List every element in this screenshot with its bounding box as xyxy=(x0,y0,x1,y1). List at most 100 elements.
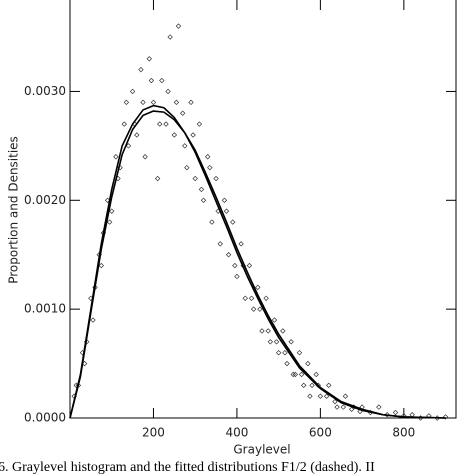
point xyxy=(255,284,261,291)
point xyxy=(188,99,194,106)
x-tick-label: 400 xyxy=(225,426,248,440)
point xyxy=(305,360,311,367)
point xyxy=(159,77,165,84)
point xyxy=(221,197,228,203)
caption: 6. Graylevel histogram and the fitted di… xyxy=(0,460,375,475)
point xyxy=(317,393,324,399)
point xyxy=(129,88,136,95)
point xyxy=(134,132,140,138)
point xyxy=(288,339,294,345)
point xyxy=(163,121,169,127)
point xyxy=(90,317,96,323)
point xyxy=(284,360,290,367)
point xyxy=(198,186,205,193)
y-tick-label: 0.0000 xyxy=(24,411,66,425)
point xyxy=(230,219,236,225)
fitted-curve xyxy=(69,104,446,419)
point xyxy=(342,393,349,399)
point xyxy=(148,77,155,84)
x-tick-label: 200 xyxy=(142,426,165,440)
fitted-curve xyxy=(69,110,446,419)
point xyxy=(146,56,152,62)
point xyxy=(246,262,253,269)
point xyxy=(280,328,286,334)
point xyxy=(250,306,257,312)
point xyxy=(238,241,244,247)
point xyxy=(142,154,148,160)
point xyxy=(196,121,203,127)
y-tick-label: 0.0020 xyxy=(24,193,66,207)
point xyxy=(173,99,180,106)
point xyxy=(171,132,178,138)
x-axis-label: Graylevel xyxy=(233,443,290,457)
point xyxy=(209,219,215,225)
point xyxy=(263,295,269,301)
point xyxy=(442,414,449,420)
point xyxy=(223,208,230,214)
point xyxy=(313,371,319,378)
point xyxy=(225,252,232,258)
y-axis-label: Proportion and Densities xyxy=(7,136,21,284)
point xyxy=(213,175,219,182)
point xyxy=(113,154,119,160)
point xyxy=(234,273,240,280)
point xyxy=(217,241,223,247)
point xyxy=(207,164,213,171)
point xyxy=(409,412,415,418)
point xyxy=(167,34,173,40)
point xyxy=(154,175,161,182)
point xyxy=(190,132,196,138)
point xyxy=(376,404,382,410)
point xyxy=(179,110,186,116)
point xyxy=(323,393,330,399)
point xyxy=(290,371,296,378)
point xyxy=(334,404,340,410)
point xyxy=(165,88,171,95)
point xyxy=(182,143,188,149)
point xyxy=(348,406,355,412)
point xyxy=(267,339,273,345)
point xyxy=(392,409,399,416)
x-tick-label: 800 xyxy=(392,426,415,440)
point xyxy=(242,295,248,301)
point xyxy=(275,349,282,356)
point xyxy=(200,197,207,203)
point xyxy=(259,328,265,334)
point xyxy=(150,99,157,106)
point xyxy=(98,262,104,269)
point xyxy=(298,371,305,378)
point xyxy=(248,295,255,301)
x-tick-label: 600 xyxy=(309,426,332,440)
point xyxy=(309,382,315,389)
point xyxy=(106,219,113,225)
y-tick-label: 0.0030 xyxy=(24,84,66,98)
point xyxy=(109,208,115,214)
y-tick-label: 0.0010 xyxy=(24,302,66,316)
point xyxy=(273,339,280,345)
point xyxy=(300,382,307,389)
point xyxy=(175,23,182,29)
axis-frame xyxy=(69,0,457,419)
point xyxy=(384,412,390,418)
point xyxy=(123,99,130,106)
point xyxy=(140,99,146,106)
point xyxy=(192,175,198,182)
point xyxy=(205,154,211,160)
point xyxy=(138,66,144,73)
point xyxy=(271,317,278,323)
point xyxy=(296,349,303,356)
point xyxy=(157,121,163,127)
point xyxy=(292,371,299,378)
point xyxy=(265,328,271,334)
point xyxy=(326,382,332,389)
point xyxy=(184,164,190,171)
point xyxy=(121,121,127,127)
point xyxy=(232,262,238,269)
point xyxy=(257,306,263,312)
point xyxy=(340,404,347,410)
point xyxy=(282,349,288,356)
point xyxy=(332,398,338,405)
point xyxy=(401,413,407,419)
point xyxy=(307,393,313,399)
